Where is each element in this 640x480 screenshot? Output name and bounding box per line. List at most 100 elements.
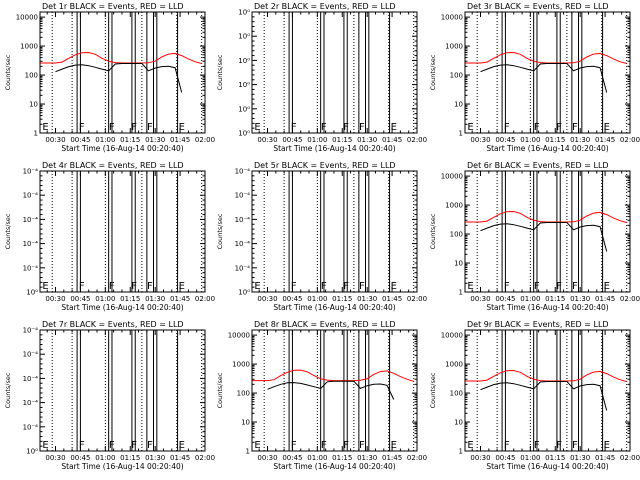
flag-label: F — [359, 281, 365, 292]
y-tick-label: 100 — [237, 390, 250, 398]
x-tick-label: 01:30 — [570, 136, 590, 144]
flag-label: F — [131, 281, 137, 292]
x-axis-label: Start Time (16-Aug-14 00:20:40) — [273, 144, 395, 153]
x-tick-label: 01:45 — [382, 295, 402, 303]
x-axis-label: Start Time (16-Aug-14 00:20:40) — [273, 462, 395, 471]
y-tick-label: 10 — [454, 101, 463, 109]
y-tick-label: 10⁻⁴ — [23, 264, 39, 272]
y-axis-label: Counts/sec — [216, 372, 224, 408]
x-tick-label: 00:30 — [257, 454, 277, 462]
flag-label: F — [109, 122, 115, 133]
panel-title: Det 4r BLACK = Events, RED = LLD — [42, 161, 184, 170]
y-axis-label: Counts/sec — [429, 213, 437, 249]
flag-label: F — [321, 281, 327, 292]
y-tick-label: 10⁰ — [26, 289, 38, 297]
flag-label: E — [179, 440, 185, 451]
x-tick-label: 01:15 — [332, 295, 352, 303]
y-tick-label: 10 — [454, 419, 463, 427]
x-tick-label: 02:00 — [195, 295, 215, 303]
flag-label: E — [604, 122, 610, 133]
flag-label: E — [254, 440, 260, 451]
x-tick-label: 00:45 — [70, 454, 90, 462]
lld-series-line — [252, 369, 414, 382]
x-tick-label: 01:15 — [545, 295, 565, 303]
y-axis-label: Counts/sec — [429, 54, 437, 90]
flag-label: F — [291, 440, 297, 451]
y-tick-label: 10⁻⁴ — [235, 264, 251, 272]
y-tick-label: 10⁰ — [238, 9, 250, 17]
flag-label: F — [147, 440, 153, 451]
y-axis-label: Counts/sec — [429, 372, 437, 408]
panel-title: Det 1r BLACK = Events, RED = LLD — [42, 2, 184, 11]
x-tick-label: 00:45 — [70, 295, 90, 303]
x-tick-label: 01:00 — [95, 454, 115, 462]
flag-label: F — [359, 122, 365, 133]
panel-title: Det 2r BLACK = Events, RED = LLD — [254, 2, 396, 11]
plot-frame — [464, 329, 631, 452]
x-tick-label: 00:30 — [257, 295, 277, 303]
flag-label: F — [109, 281, 115, 292]
x-tick-label: 02:00 — [620, 136, 640, 144]
y-tick-label: 1000 — [445, 202, 463, 210]
flag-label: F — [572, 122, 578, 133]
flag-label: F — [291, 281, 297, 292]
flag-label: F — [504, 122, 510, 133]
plot-frame — [251, 329, 418, 452]
y-tick-label: 1000 — [445, 43, 463, 51]
y-tick-label: 10000 — [228, 332, 250, 340]
x-tick-label: 00:30 — [470, 454, 490, 462]
x-tick-label: 01:45 — [170, 454, 190, 462]
y-tick-label: 10⁻⁴ — [235, 216, 251, 224]
flag-label: E — [254, 281, 260, 292]
y-tick-label: 10⁻⁴ — [235, 192, 251, 200]
panel-title: Det 6r BLACK = Events, RED = LLD — [467, 161, 609, 170]
x-tick-label: 00:45 — [282, 136, 302, 144]
x-tick-label: 01:00 — [520, 454, 540, 462]
x-tick-label: 02:00 — [195, 136, 215, 144]
flag-label: F — [131, 440, 137, 451]
flag-label: E — [42, 122, 48, 133]
flag-label: F — [343, 281, 349, 292]
x-tick-label: 00:30 — [470, 295, 490, 303]
y-tick-label: 10⁻⁴ — [23, 168, 39, 176]
x-tick-label: 00:30 — [470, 136, 490, 144]
y-tick-label: 10 — [454, 260, 463, 268]
flag-label: F — [109, 440, 115, 451]
x-tick-label: 01:00 — [95, 136, 115, 144]
x-axis-label: Start Time (16-Aug-14 00:20:40) — [61, 303, 183, 312]
flag-label: F — [291, 122, 297, 133]
y-tick-label: 100 — [25, 72, 38, 80]
flag-label: F — [147, 281, 153, 292]
y-tick-label: 10⁻⁴ — [23, 216, 39, 224]
x-tick-label: 01:15 — [332, 454, 352, 462]
y-axis-label: Counts/sec — [216, 54, 224, 90]
x-axis-label: Start Time (16-Aug-14 00:20:40) — [61, 462, 183, 471]
y-tick-label: 10⁻⁴ — [23, 351, 39, 359]
y-tick-label: 10⁻⁴ — [23, 375, 39, 383]
flag-label: E — [179, 281, 185, 292]
x-axis-label: Start Time (16-Aug-14 00:20:40) — [273, 303, 395, 312]
flag-label: F — [504, 281, 510, 292]
flag-label: F — [343, 122, 349, 133]
x-axis-label: Start Time (16-Aug-14 00:20:40) — [486, 144, 608, 153]
x-tick-label: 01:45 — [382, 136, 402, 144]
flag-label: F — [79, 122, 85, 133]
x-tick-label: 00:30 — [45, 295, 65, 303]
flag-label: E — [42, 440, 48, 451]
y-tick-label: 1000 — [20, 43, 38, 51]
x-tick-label: 00:45 — [495, 136, 515, 144]
y-tick-label: 10⁻⁴ — [23, 423, 39, 431]
y-tick-label: 10000 — [16, 14, 38, 22]
flag-label: E — [604, 440, 610, 451]
flag-label: E — [254, 122, 260, 133]
flag-label: F — [556, 122, 562, 133]
y-tick-label: 10⁰ — [238, 57, 250, 65]
y-tick-label: 1 — [459, 130, 463, 138]
y-tick-label: 100 — [450, 72, 463, 80]
events-series-line — [480, 381, 608, 411]
